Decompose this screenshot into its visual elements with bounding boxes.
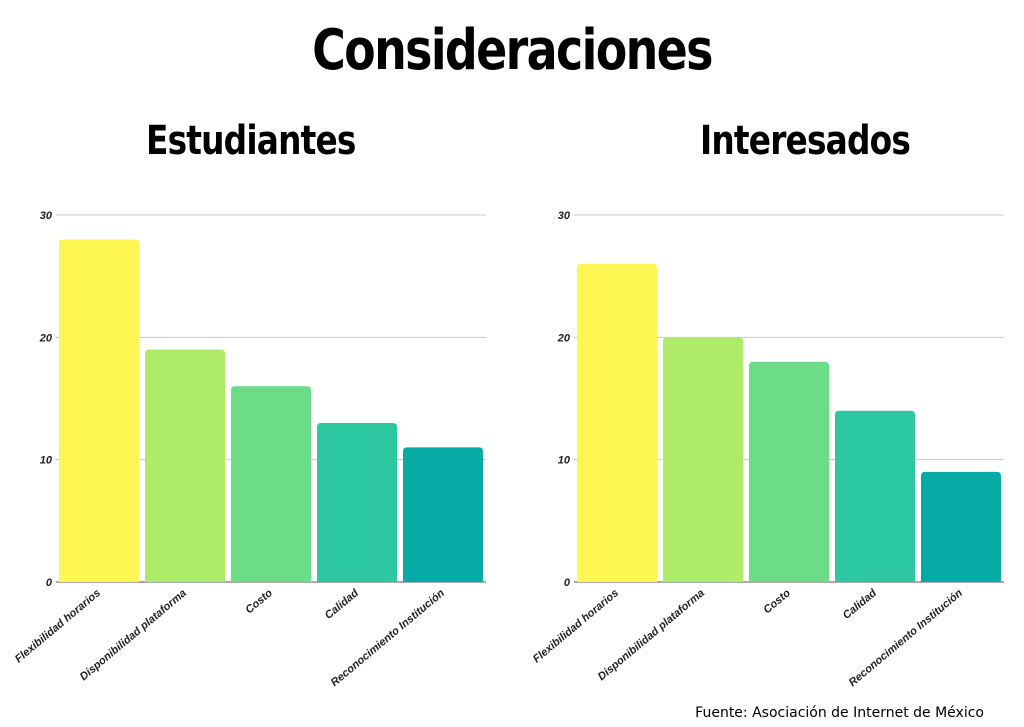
bar bbox=[835, 410, 915, 582]
page-title: Consideraciones bbox=[312, 18, 713, 83]
y-tick-label: 30 bbox=[558, 210, 571, 222]
bar bbox=[231, 386, 311, 582]
x-tick-label: Calidad bbox=[323, 587, 361, 622]
x-tick-label: Costo bbox=[761, 587, 793, 616]
y-tick-label: 10 bbox=[558, 455, 571, 467]
y-tick-label: 10 bbox=[40, 455, 53, 467]
x-tick-label: Flexibilidad horarios bbox=[531, 587, 621, 665]
chart-title-estudiantes: Estudiantes bbox=[146, 118, 356, 164]
y-tick-label: 20 bbox=[39, 332, 53, 344]
bar bbox=[59, 239, 139, 582]
bar bbox=[403, 447, 483, 582]
chart-estudiantes: 0 10 20 30 Flexibilidad horarios Disponibilid… bbox=[10, 190, 510, 710]
x-tick-label: Calidad bbox=[841, 587, 879, 622]
chart-interesados: 0 10 20 30 Flexibilidad horarios Disponibilid… bbox=[528, 190, 1024, 710]
y-tick-label: 0 bbox=[46, 577, 53, 589]
chart-title-interesados: Interesados bbox=[700, 118, 911, 164]
bar bbox=[145, 349, 225, 582]
bar bbox=[921, 471, 1001, 582]
x-tick-label: Flexibilidad horarios bbox=[13, 587, 103, 665]
bar bbox=[317, 422, 397, 582]
bar bbox=[577, 263, 657, 582]
x-tick-label: Costo bbox=[243, 587, 275, 616]
y-tick-label: 0 bbox=[564, 577, 571, 589]
y-tick-label: 30 bbox=[40, 210, 53, 222]
bar bbox=[663, 337, 743, 582]
bar bbox=[749, 361, 829, 582]
source-note: Fuente: Asociación de Internet de México bbox=[695, 705, 984, 721]
y-tick-label: 20 bbox=[557, 332, 571, 344]
